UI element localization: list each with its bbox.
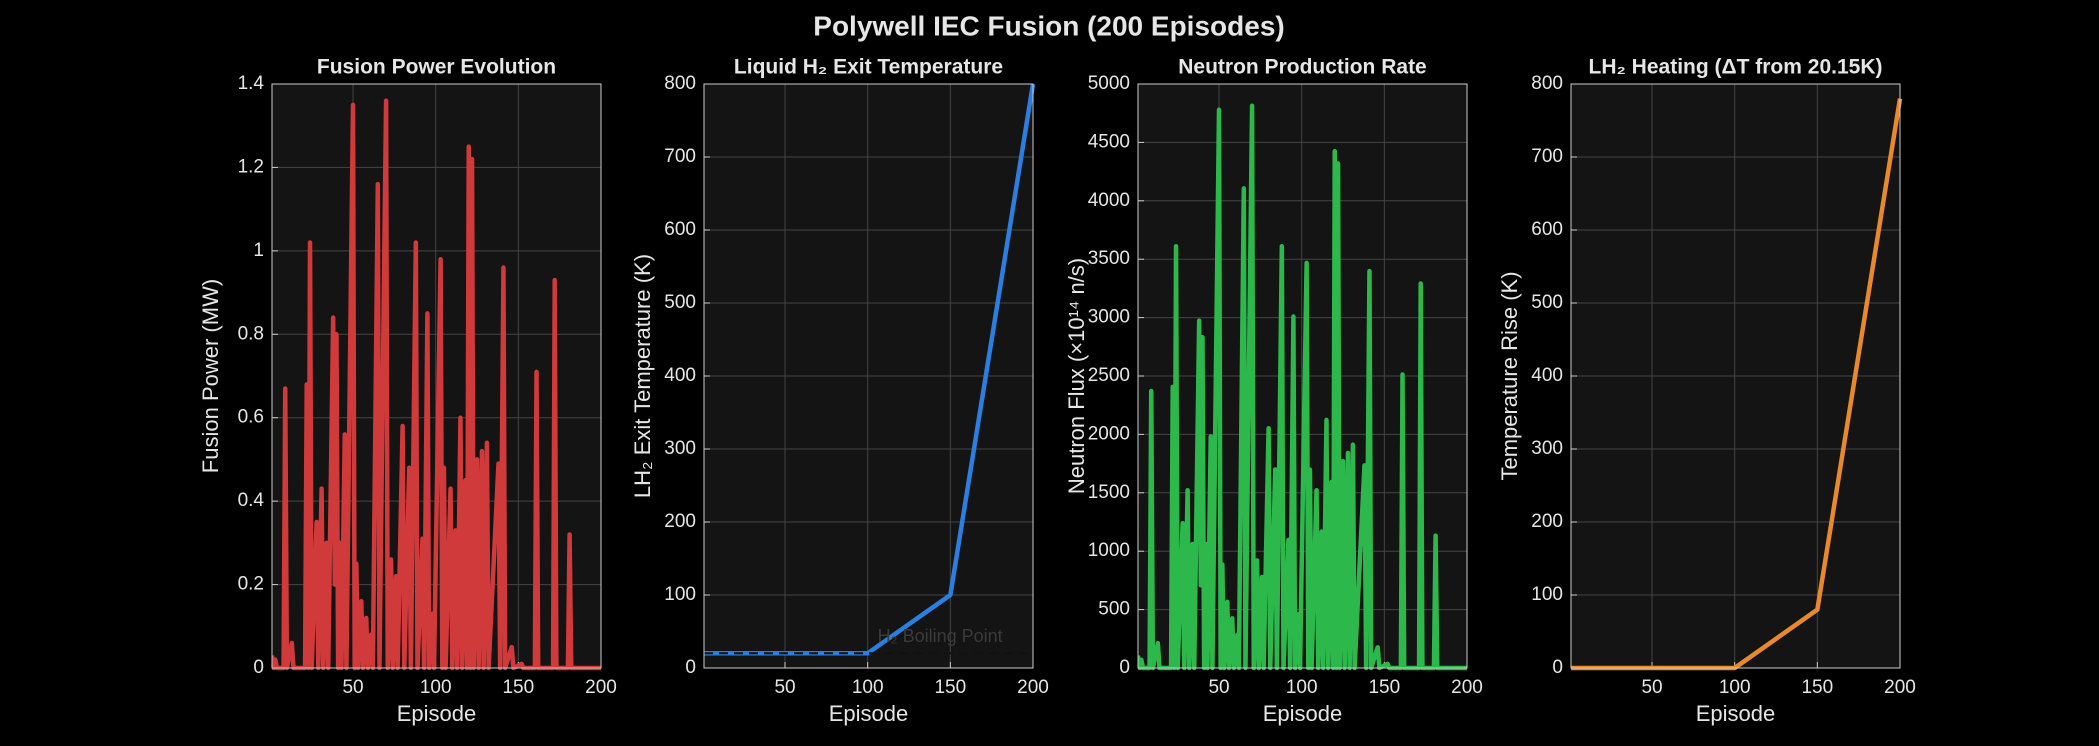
y-tick-label: 2000 [1088, 423, 1130, 444]
subplot: 0 100 200 300 400 500 600 700 800 50 100 150 200 LH₂ … [1497, 56, 1916, 726]
plot-frame [1137, 83, 1468, 669]
y-tick-label: 4000 [1088, 190, 1130, 211]
plot-frame [703, 83, 1034, 669]
x-tick-label: 100 [852, 677, 884, 698]
plot-frame [1570, 83, 1901, 669]
y-tick-label: 600 [664, 219, 696, 240]
subplot-title: Fusion Power Evolution [317, 56, 556, 79]
y-tick-label: 1000 [1088, 540, 1130, 561]
x-axis-label: Episode [829, 701, 909, 726]
y-tick-label: 0.2 [238, 574, 264, 595]
x-tick-label: 150 [1801, 677, 1833, 698]
y-tick-label: 300 [664, 438, 696, 459]
y-tick-label: 400 [664, 365, 696, 386]
y-tick-label: 0.6 [238, 407, 264, 428]
x-tick-label: 150 [1368, 677, 1400, 698]
y-tick-label: 0.4 [238, 490, 265, 511]
subplot: 0 100 200 300 400 500 600 700 800 50 100 150 200 H₂ B… [630, 56, 1049, 726]
series-group [1138, 103, 1467, 671]
x-tick-label: 200 [1451, 677, 1483, 698]
y-tick-label: 300 [1531, 438, 1563, 459]
y-tick-label: 5000 [1088, 73, 1130, 94]
y-tick-label: 1.2 [238, 156, 264, 177]
x-tick-label: 150 [934, 677, 966, 698]
y-tick-label: 500 [1531, 292, 1563, 313]
y-tick-label: 200 [1531, 511, 1563, 532]
y-tick-label: 3000 [1088, 307, 1130, 328]
x-tick-label: 50 [1641, 677, 1662, 698]
x-tick-label: 200 [1884, 677, 1916, 698]
y-tick-label: 700 [664, 146, 696, 167]
series-group [272, 98, 601, 671]
y-tick-label: 100 [664, 584, 696, 605]
reference-label: H₂ Boiling Point [878, 626, 1003, 646]
x-tick-label: 100 [1286, 677, 1318, 698]
y-tick-label: 1 [253, 240, 264, 261]
subplot: 0 500 1000 1500 2000 2500 3000 3500 4000 4500 5000… [1064, 56, 1483, 726]
y-tick-label: 1.4 [238, 73, 265, 94]
y-tick-label: 500 [664, 292, 696, 313]
x-tick-label: 200 [585, 677, 617, 698]
data-line [272, 98, 601, 671]
subplot-title: Neutron Production Rate [1178, 56, 1427, 79]
x-tick-label: 50 [1208, 677, 1229, 698]
x-tick-label: 100 [1719, 677, 1751, 698]
x-tick-label: 50 [774, 677, 795, 698]
series-group [704, 83, 1036, 656]
y-tick-label: 2500 [1088, 365, 1130, 386]
x-tick-label: 50 [342, 677, 363, 698]
subplot: 0 0.2 0.4 0.6 0.8 1 1.2 1.4 50 100 150 200 Fusion Po… [198, 56, 617, 726]
y-tick-label: 200 [664, 511, 696, 532]
y-tick-label: 600 [1531, 219, 1563, 240]
x-tick-label: 150 [502, 677, 534, 698]
plot-frame [271, 83, 602, 669]
y-tick-label: 1500 [1088, 482, 1130, 503]
subplot-title: Liquid H₂ Exit Temperature [734, 56, 1003, 79]
y-tick-label: 0.8 [238, 323, 264, 344]
y-tick-label: 700 [1531, 146, 1563, 167]
x-tick-label: 200 [1017, 677, 1049, 698]
y-tick-label: 100 [1531, 584, 1563, 605]
y-axis-label: Fusion Power (MW) [198, 279, 223, 473]
y-tick-label: 4500 [1088, 131, 1130, 152]
y-tick-label: 400 [1531, 365, 1563, 386]
data-line [1138, 103, 1467, 671]
y-tick-label: 800 [1531, 73, 1563, 94]
y-tick-label: 500 [1098, 599, 1130, 620]
y-tick-label: 800 [664, 73, 696, 94]
y-axis-label: Neutron Flux (×10¹⁴ n/s) [1064, 258, 1089, 494]
y-tick-label: 0 [1552, 657, 1563, 678]
y-tick-label: 0 [1119, 657, 1130, 678]
y-axis-label: Temperature Rise (K) [1497, 271, 1522, 480]
x-tick-label: 100 [420, 677, 452, 698]
x-axis-label: Episode [1263, 701, 1343, 726]
subplot-title: LH₂ Heating (ΔT from 20.15K) [1589, 56, 1883, 79]
figure-title: Polywell IEC Fusion (200 Episodes) [813, 10, 1284, 41]
y-tick-label: 0 [685, 657, 696, 678]
x-axis-label: Episode [1696, 701, 1776, 726]
x-axis-label: Episode [397, 701, 477, 726]
y-tick-label: 3500 [1088, 248, 1130, 269]
y-tick-label: 0 [253, 657, 264, 678]
y-axis-label: LH₂ Exit Temperature (K) [630, 254, 655, 498]
